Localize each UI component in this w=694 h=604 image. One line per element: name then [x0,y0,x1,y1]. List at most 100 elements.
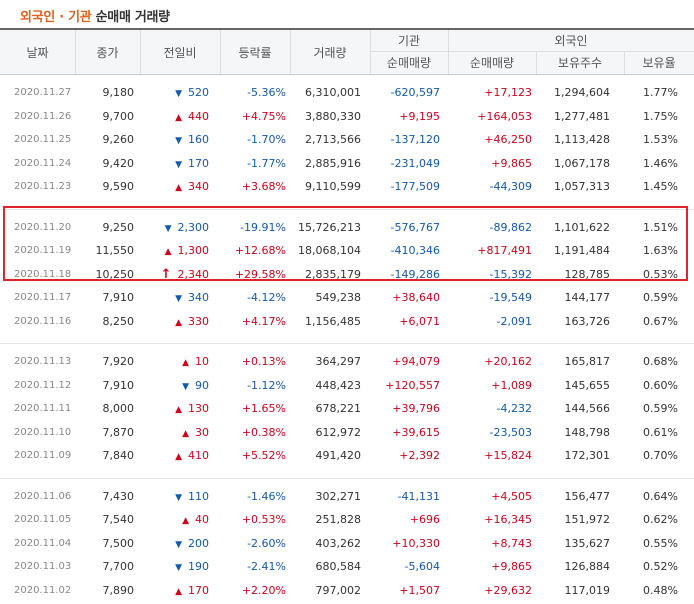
date-cell: 2020.11.10 [14,421,71,445]
foreign-hold-cell: 144,177 [565,286,611,310]
date-cell: 2020.11.13 [14,350,71,374]
date-cell: 2020.11.03 [14,555,71,579]
close-cell: 9,590 [103,175,135,199]
foreign-hold-cell: 1,101,622 [554,216,610,240]
header-close: 종가 [75,30,140,74]
header-rate: 등락률 [220,30,290,74]
inst-net-cell: +39,615 [392,421,440,445]
foreign-hold-cell: 163,726 [565,310,611,334]
close-cell: 7,500 [103,532,135,556]
foreign-net-cell: -15,392 [490,263,532,287]
foreign-net-cell: +8,743 [491,532,532,556]
down-triangle-icon: ▼ [175,540,182,550]
foreign-ratio-cell: 1.77% [643,81,678,105]
foreign-net-cell: +17,123 [484,81,532,105]
date-cell: 2020.11.02 [14,579,71,603]
inst-net-cell: -231,049 [391,152,440,176]
up-triangle-icon: ▲ [175,113,182,123]
close-cell: 10,250 [96,263,135,287]
inst-net-cell: +120,557 [385,374,440,398]
volume-cell: 302,271 [316,485,362,509]
inst-net-cell: +94,079 [392,350,440,374]
date-cell: 2020.11.24 [14,152,71,176]
foreign-ratio-cell: 0.68% [643,350,678,374]
foreign-ratio-cell: 0.55% [643,532,678,556]
trading-table: 날짜 종가 전일비 등락률 거래량 기관 외국인 순매매량 순매매량 보유주수 … [0,28,694,602]
foreign-net-cell: +164,053 [477,105,532,129]
down-triangle-icon: ▼ [175,493,182,503]
date-cell: 2020.11.09 [14,444,71,468]
volume-cell: 2,713,566 [305,128,361,152]
date-cell: 2020.11.16 [14,310,71,334]
change-cell: ▲410 [175,444,209,470]
foreign-hold-cell: 126,884 [565,555,611,579]
change-cell: ▼160 [175,128,209,154]
volume-cell: 6,310,001 [305,81,361,105]
down-triangle-icon: ▼ [175,136,182,146]
inst-net-cell: +39,796 [392,397,440,421]
down-triangle-icon: ▼ [175,294,182,304]
foreign-net-cell: +9,865 [491,152,532,176]
change-cell: ▼200 [175,532,209,558]
header-foreign-net: 순매매량 [448,51,536,74]
rate-cell: -1.70% [247,128,286,152]
table-header: 날짜 종가 전일비 등락률 거래량 기관 외국인 순매매량 순매매량 보유주수 … [0,28,694,75]
inst-net-cell: -41,131 [398,485,440,509]
date-cell: 2020.11.19 [14,239,71,263]
volume-cell: 3,880,330 [305,105,361,129]
foreign-hold-cell: 1,191,484 [554,239,610,263]
inst-net-cell: +38,640 [392,286,440,310]
foreign-ratio-cell: 1.46% [643,152,678,176]
header-volume: 거래량 [290,30,370,74]
close-cell: 7,700 [103,555,135,579]
up-triangle-icon: ▲ [175,587,182,597]
foreign-ratio-cell: 0.59% [643,397,678,421]
header-institution: 기관 [370,30,448,51]
foreign-net-cell: +15,824 [484,444,532,468]
volume-cell: 18,068,104 [298,239,361,263]
foreign-hold-cell: 145,655 [565,374,611,398]
volume-cell: 15,726,213 [298,216,361,240]
rate-cell: +5.52% [242,444,286,468]
up-triangle-icon: ▲ [182,429,189,439]
close-cell: 9,420 [103,152,135,176]
rate-cell: +4.17% [242,310,286,334]
date-cell: 2020.11.25 [14,128,71,152]
foreign-hold-cell: 1,057,313 [554,175,610,199]
close-cell: 7,910 [103,286,135,310]
foreign-ratio-cell: 0.67% [643,310,678,334]
rate-cell: -1.77% [247,152,286,176]
foreign-ratio-cell: 1.51% [643,216,678,240]
close-cell: 7,840 [103,444,135,468]
limit-up-arrow-icon: ↑ [161,267,172,282]
date-cell: 2020.11.26 [14,105,71,129]
volume-cell: 797,002 [316,579,362,603]
date-cell: 2020.11.18 [14,263,71,287]
inst-net-cell: +6,071 [399,310,440,334]
foreign-hold-cell: 156,477 [565,485,611,509]
foreign-ratio-cell: 1.75% [643,105,678,129]
close-cell: 7,430 [103,485,135,509]
foreign-ratio-cell: 0.48% [643,579,678,603]
volume-cell: 403,262 [316,532,362,556]
rate-cell: +0.13% [242,350,286,374]
inst-net-cell: -149,286 [391,263,440,287]
change-cell: ↑2,340 [161,263,209,287]
change-cell: ▼90 [182,374,209,400]
volume-cell: 612,972 [316,421,362,445]
change-cell: ▲30 [182,421,209,447]
section-title: 외국인 · 기관 순매매 거래량 [20,6,170,25]
up-triangle-icon: ▲ [165,247,172,257]
inst-net-cell: +696 [410,508,440,532]
volume-cell: 549,238 [316,286,362,310]
